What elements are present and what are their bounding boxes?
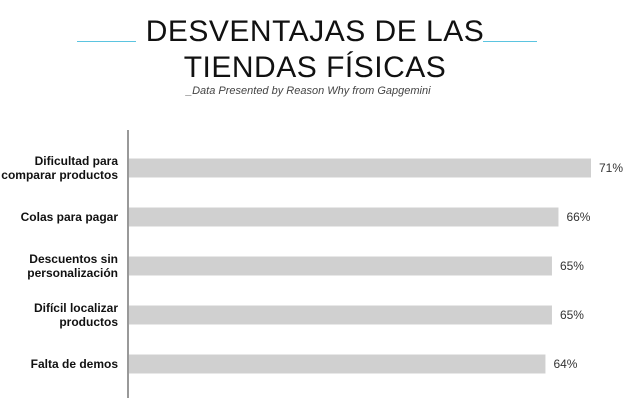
category-label-2: Colas para pagar [21, 210, 119, 224]
category-label-3-line-1: Descuentos sin [29, 252, 118, 266]
category-label-1-line-1: Dificultad para [35, 154, 119, 168]
chart-subtitle: _Data Presented by Reason Why from Gapge… [186, 85, 431, 97]
bar-1 [129, 158, 591, 178]
bar-5 [129, 354, 546, 374]
category-label-1-line-2: comparar productos [1, 168, 118, 182]
right-decorative-line [483, 41, 537, 42]
bar-2 [129, 207, 559, 227]
value-label-1: 71% [599, 161, 623, 175]
value-label-3: 65% [560, 259, 584, 273]
category-label-4-line-1: Difícil localizar [34, 301, 118, 315]
value-label-4: 65% [560, 308, 584, 322]
category-label-3-line-2: personalización [27, 266, 118, 280]
bar-3 [129, 256, 552, 276]
chart-title-line-2: TIENDAS FÍSICAS [183, 51, 447, 84]
value-label-5: 64% [553, 357, 577, 371]
value-label-2: 66% [566, 210, 590, 224]
chart-title: DESVENTAJAS DE LAS TIENDAS FÍSICAS [120, 14, 510, 86]
bar-4 [129, 305, 552, 325]
category-label-4-line-2: productos [59, 315, 118, 329]
chart-title-line-1: DESVENTAJAS DE LAS [145, 15, 485, 48]
left-decorative-line [77, 41, 136, 42]
category-label-5: Falta de demos [31, 357, 119, 371]
